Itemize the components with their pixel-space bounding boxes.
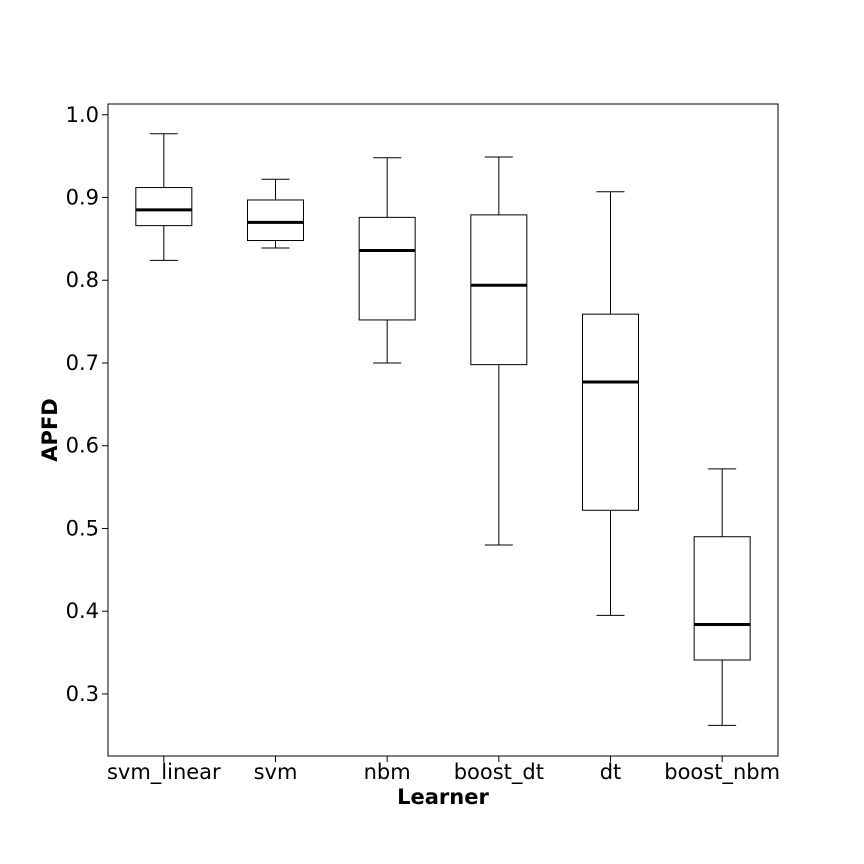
x-axis-title: Learner xyxy=(397,785,489,809)
y-tick-label: 0.7 xyxy=(66,351,99,375)
box-iqr xyxy=(135,187,193,227)
y-axis-title: APFD xyxy=(38,398,62,461)
box-boost_nbm xyxy=(693,468,751,726)
x-tick-label: boost_dt xyxy=(454,760,544,785)
x-tick-label: svm xyxy=(254,760,298,784)
y-tick-label: 1.0 xyxy=(66,103,99,127)
x-tick-label: dt xyxy=(600,760,622,784)
y-tick-label: 0.3 xyxy=(66,682,99,706)
y-tick-label: 0.8 xyxy=(66,268,99,292)
box-iqr xyxy=(358,216,416,321)
x-tick-label: boost_nbm xyxy=(664,760,780,785)
y-tick-label: 0.6 xyxy=(66,434,99,458)
ticks-layer: 0.3 0.4 0.5 0.6 0.7 0.8 0.9 1.0 svm_linear svm nbm… xyxy=(66,103,780,785)
box-iqr xyxy=(582,313,639,511)
box-boost_dt xyxy=(470,156,528,546)
box-iqr xyxy=(693,536,751,661)
y-tick-label: 0.5 xyxy=(66,516,99,540)
box-iqr xyxy=(470,214,528,366)
x-tick-label: svm_linear xyxy=(107,760,221,785)
boxes-layer xyxy=(135,133,751,726)
x-tick-label: nbm xyxy=(364,760,411,784)
y-tick-label: 0.4 xyxy=(66,599,99,623)
y-tick-label: 0.9 xyxy=(66,185,99,209)
box-svm_linear xyxy=(135,133,193,261)
box-dt xyxy=(582,191,639,616)
plot-frame xyxy=(107,103,779,757)
box-iqr xyxy=(247,199,304,242)
box-nbm xyxy=(358,157,416,364)
box-svm xyxy=(247,178,304,249)
